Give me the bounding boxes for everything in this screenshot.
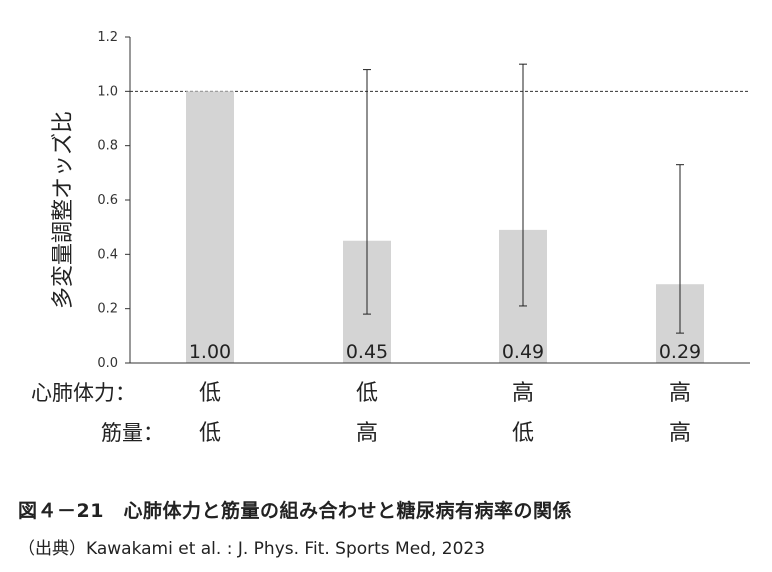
figure-caption-source: （出典）Kawakami et al. : J. Phys. Fit. Spor… xyxy=(18,539,486,559)
data-label: 0.49 xyxy=(502,341,544,363)
data-label: 0.29 xyxy=(659,341,701,363)
category-label-muscle: 低 xyxy=(512,421,534,446)
y-tick-label: 1.0 xyxy=(97,84,118,99)
category-label-fitness: 高 xyxy=(512,381,534,406)
y-axis-title: 多変量調整オッズ比 xyxy=(51,111,76,309)
y-tick-label: 1.2 xyxy=(97,30,118,45)
row-label-fitness: 心肺体力： xyxy=(31,381,136,405)
data-label: 1.00 xyxy=(189,341,231,363)
chart: 0.0 0.2 0.4 0.6 0.8 1.0 1.2 多変量調整オッズ比 1.00 0.45 0… xyxy=(31,30,750,446)
y-tick-label: 0.2 xyxy=(97,302,118,317)
data-label: 0.45 xyxy=(346,341,388,363)
category-label-muscle: 高 xyxy=(669,421,691,446)
figure-caption-title: 図４－21 心肺体力と筋量の組み合わせと糖尿病有病率の関係 xyxy=(18,500,572,522)
bar xyxy=(186,91,234,363)
y-tick-label: 0.8 xyxy=(97,139,118,154)
category-label-muscle: 低 xyxy=(199,421,221,446)
category-label-fitness: 低 xyxy=(199,381,221,406)
y-tick-label: 0.0 xyxy=(97,356,118,371)
y-tick-label: 0.4 xyxy=(97,247,118,262)
category-label-fitness: 高 xyxy=(669,381,691,406)
row-label-muscle: 筋量： xyxy=(101,421,164,445)
y-tick-label: 0.6 xyxy=(97,193,118,208)
category-label-fitness: 低 xyxy=(356,381,378,406)
category-label-muscle: 高 xyxy=(356,421,378,446)
